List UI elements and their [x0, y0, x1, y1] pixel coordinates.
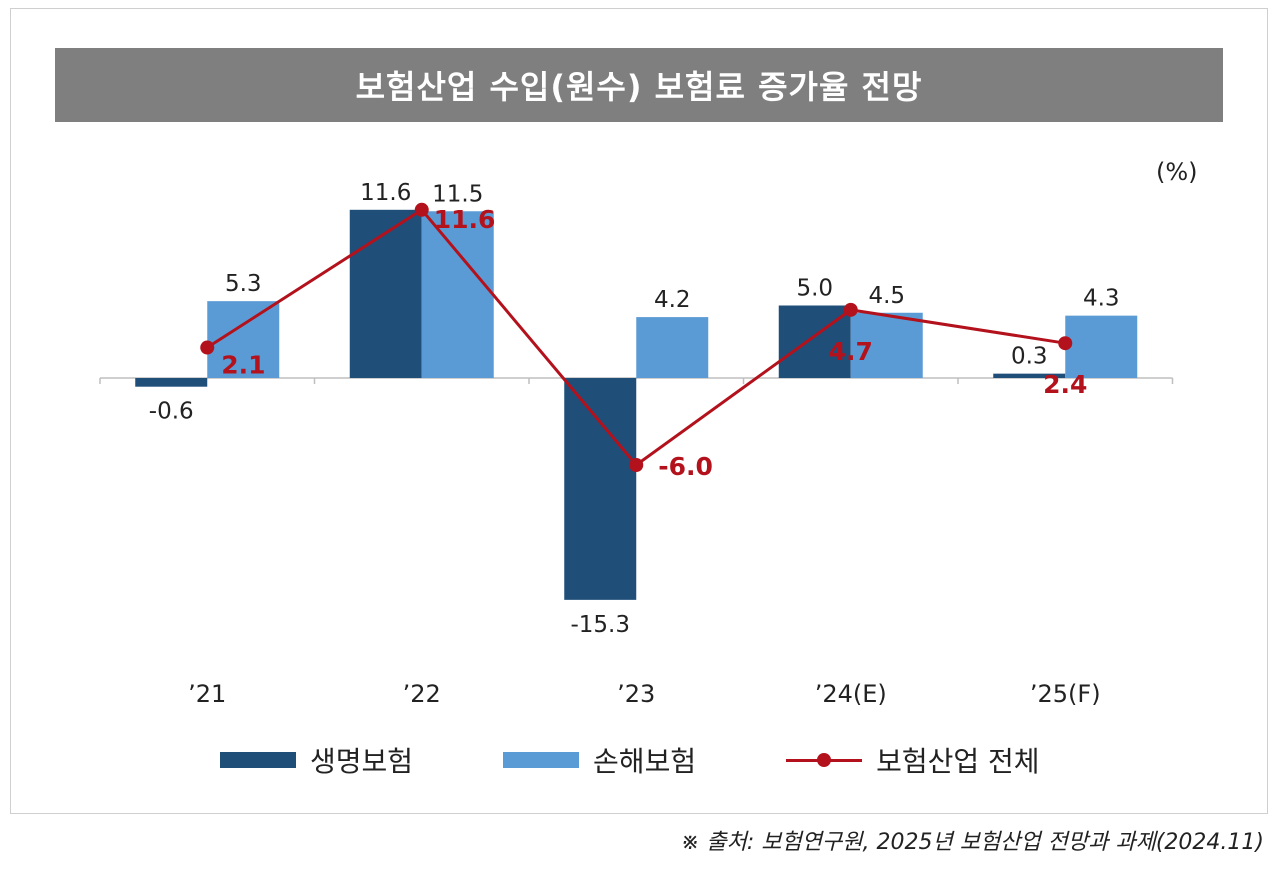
data-label-nonlife: 5.3	[225, 271, 262, 297]
source-note: ※ 출처: 보험연구원, 2025년 보험산업 전망과 과제(2024.11)	[680, 830, 1264, 855]
point-total	[1058, 336, 1073, 351]
data-label-life: 11.6	[360, 180, 411, 206]
legend-label-life: 생명보험	[310, 745, 414, 778]
bar-life	[993, 373, 1066, 378]
bars-layer	[135, 209, 1138, 600]
point-total	[414, 202, 429, 217]
chart-frame	[10, 8, 1268, 814]
legend-item-total: 보험산업 전체	[786, 740, 1040, 780]
legend-item-nonlife: 손해보험	[503, 740, 696, 780]
legend-label-total: 보험산업 전체	[876, 745, 1040, 778]
legend-swatch-total	[786, 750, 863, 770]
data-label-nonlife: 4.3	[1083, 286, 1120, 312]
labels-layer: ’21 ’22 ’23 ’24(E) ’25(F) -0.6 11.6 -15.3 5.0 0.3…	[149, 180, 1120, 708]
data-label-life: -15.3	[570, 612, 630, 638]
data-label-life: -0.6	[149, 399, 194, 425]
line-layer	[200, 202, 1073, 472]
x-tick-label: ’22	[403, 680, 441, 708]
chart-title: 보험산업 수입(원수) 보험료 증가율 전망	[55, 48, 1223, 122]
legend-label-nonlife: 손해보험	[593, 745, 697, 778]
bar-life	[349, 209, 422, 378]
legend-swatch-life	[220, 752, 296, 768]
bar-nonlife	[636, 317, 709, 378]
data-label-nonlife: 11.5	[432, 181, 483, 207]
x-tick-label: ’25(F)	[1030, 680, 1101, 708]
unit-label: (%)	[1156, 158, 1198, 186]
x-tick-label: ’23	[617, 680, 655, 708]
bar-nonlife	[421, 211, 494, 378]
bar-nonlife	[1065, 315, 1138, 378]
x-tick-label: ’24(E)	[815, 680, 887, 708]
point-total	[843, 302, 858, 317]
point-total	[200, 340, 215, 355]
chart-title-text: 보험산업 수입(원수) 보험료 증가율 전망	[355, 68, 923, 106]
data-label-total: 11.6	[434, 205, 496, 234]
data-label-life: 5.0	[796, 276, 833, 302]
data-label-total: 2.1	[221, 351, 265, 380]
data-label-nonlife: 4.2	[654, 287, 691, 313]
data-label-total: -6.0	[658, 452, 713, 481]
bar-nonlife	[850, 312, 923, 378]
data-label-total: 4.7	[829, 337, 873, 366]
data-label-life: 0.3	[1011, 344, 1048, 370]
bar-life	[564, 378, 637, 600]
data-label-total: 2.4	[1043, 370, 1087, 399]
point-total	[629, 458, 644, 472]
bar-life	[135, 378, 208, 387]
legend-item-life: 생명보험	[220, 740, 413, 780]
x-tick-label: ’21	[188, 680, 226, 708]
legend-swatch-nonlife	[503, 752, 580, 768]
legend: 생명보험 손해보험 보험산업 전체	[220, 738, 1130, 782]
data-label-nonlife: 4.5	[868, 283, 905, 309]
